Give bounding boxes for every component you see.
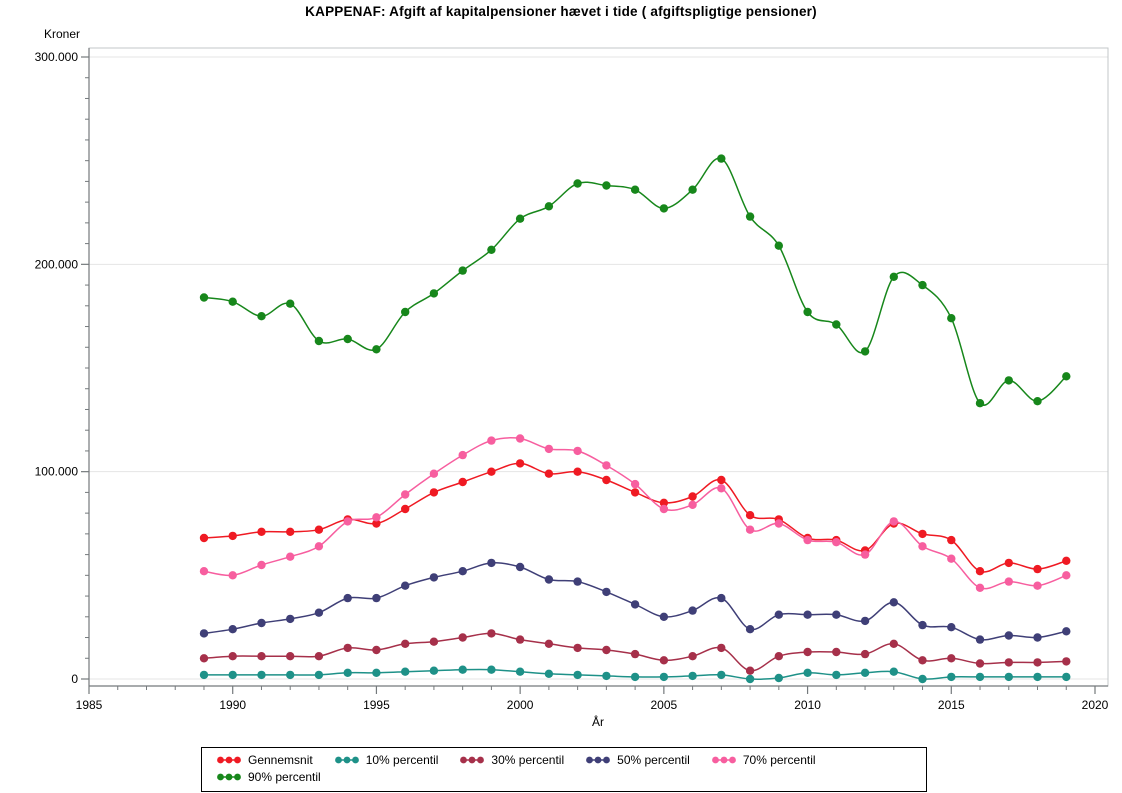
legend-item-90-percentil: 90% percentil bbox=[217, 770, 321, 784]
svg-text:100.000: 100.000 bbox=[35, 465, 79, 479]
legend-line-marker-icon bbox=[217, 756, 241, 764]
legend-item-70-percentil: 70% percentil bbox=[711, 753, 816, 767]
x-ticks: 1985 1990 1995 2000 2005 2010 2015 2020 bbox=[76, 686, 1109, 712]
legend-row: Gennemsnit 10% percentil 30% percentil 50% … bbox=[217, 753, 918, 767]
legend-line-marker-icon bbox=[217, 773, 241, 781]
legend-item-10-percentil: 10% percentil bbox=[334, 753, 439, 767]
x-axis-label: År bbox=[592, 715, 604, 729]
legend-item-label: 90% percentil bbox=[248, 770, 321, 784]
series-30-percentil bbox=[199, 629, 1071, 675]
legend-item-30-percentil: 30% percentil bbox=[460, 753, 564, 767]
legend-item-label: 30% percentil bbox=[491, 753, 565, 767]
legend-line-marker-icon bbox=[334, 756, 359, 764]
legend-row: 90% percentil bbox=[217, 770, 918, 784]
legend-item-50-percentil: 50% percentil bbox=[586, 753, 690, 767]
svg-text:2015: 2015 bbox=[938, 698, 965, 712]
svg-text:300.000: 300.000 bbox=[35, 50, 79, 64]
series-50-percentil bbox=[199, 558, 1071, 644]
legend-line-marker-icon bbox=[586, 756, 611, 764]
legend-item-label: 50% percentil bbox=[617, 753, 690, 767]
svg-text:1990: 1990 bbox=[219, 698, 246, 712]
legend-item-label: 70% percentil bbox=[742, 753, 816, 767]
gridlines bbox=[89, 56, 1108, 680]
legend-line-marker-icon bbox=[460, 756, 485, 764]
y-ticks: 0 100.000 200.000 300.000 bbox=[35, 50, 89, 686]
series-gennemsnit bbox=[199, 459, 1071, 576]
series-70-percentil bbox=[199, 434, 1071, 592]
y-axis-label: Kroner bbox=[44, 27, 81, 41]
svg-text:0: 0 bbox=[71, 672, 78, 686]
legend-item-gennemsnit: Gennemsnit bbox=[217, 753, 313, 767]
series-10-percentil bbox=[199, 665, 1071, 684]
svg-text:2020: 2020 bbox=[1082, 698, 1109, 712]
svg-text:1995: 1995 bbox=[363, 698, 390, 712]
legend-item-label: 10% percentil bbox=[365, 753, 439, 767]
legend: Gennemsnit 10% percentil 30% percentil 50% … bbox=[201, 747, 927, 792]
svg-text:2010: 2010 bbox=[794, 698, 821, 712]
legend-item-label: Gennemsnit bbox=[248, 753, 313, 767]
svg-text:2000: 2000 bbox=[507, 698, 534, 712]
plot-frame bbox=[88, 47, 1109, 687]
svg-text:2005: 2005 bbox=[651, 698, 678, 712]
chart-title: KAPPENAF: Afgift af kapitalpensioner hæv… bbox=[305, 4, 817, 19]
svg-text:200.000: 200.000 bbox=[35, 257, 79, 271]
legend-line-marker-icon bbox=[711, 756, 736, 764]
svg-text:1985: 1985 bbox=[76, 698, 103, 712]
series-90-percentil bbox=[199, 154, 1071, 408]
